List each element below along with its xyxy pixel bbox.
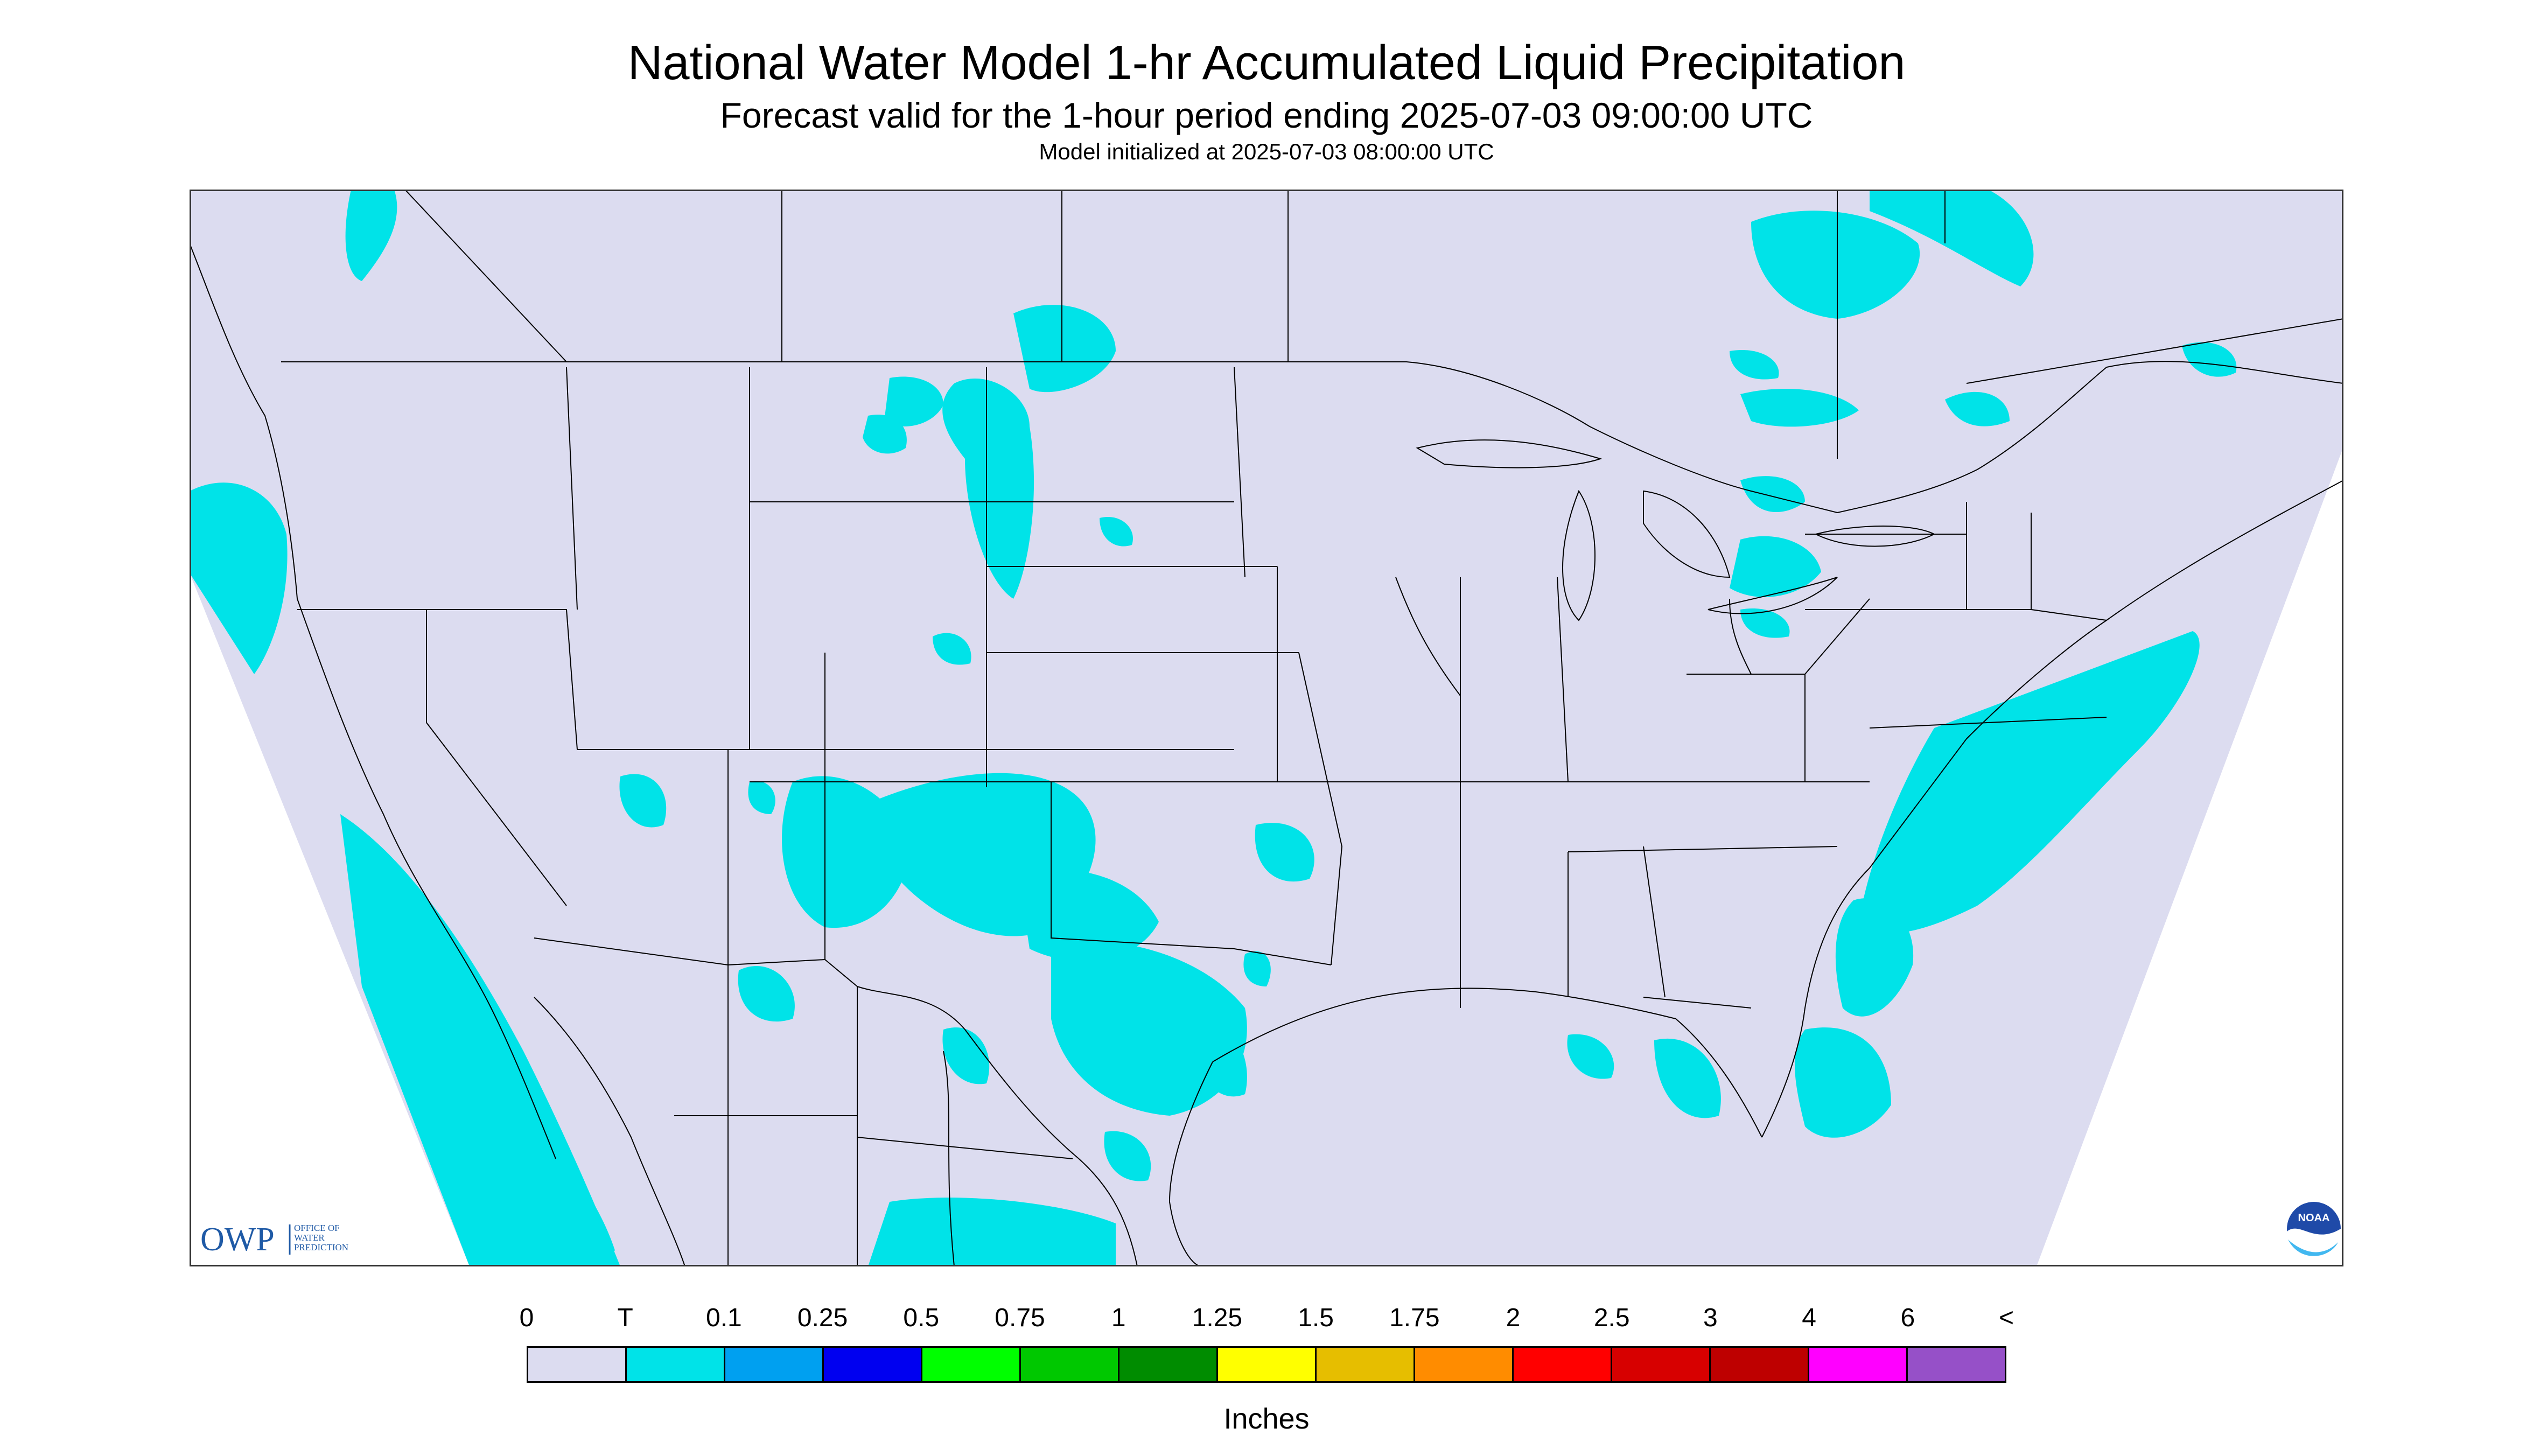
legend-tick-label: T [617, 1304, 633, 1332]
color-legend [527, 1346, 2006, 1383]
map-frame [190, 190, 2343, 1266]
legend-tick-label: 0 [519, 1304, 534, 1332]
model-init-line: Model initialized at 2025-07-03 08:00:00… [1039, 139, 1494, 164]
precipitation-map: OWP OFFICE OF WATER PREDICTION NOAA [190, 190, 2343, 1266]
legend-swatch [1021, 1348, 1119, 1381]
legend-tick-label: 0.1 [706, 1304, 742, 1332]
legend-swatch [1317, 1348, 1415, 1381]
legend-swatch [1415, 1348, 1514, 1381]
legend-tick-label: 2 [1506, 1304, 1521, 1332]
legend-swatch [1711, 1348, 1809, 1381]
owp-logo-line-3: PREDICTION [294, 1242, 348, 1252]
legend-tick-label: 1 [1111, 1304, 1126, 1332]
map-title: National Water Model 1-hr Accumulated Li… [627, 36, 1906, 90]
legend-swatch [725, 1348, 824, 1381]
legend-swatch [1908, 1348, 2005, 1381]
owp-logo-line-2: WATER [294, 1233, 325, 1243]
legend-swatch [528, 1348, 627, 1381]
political-boundaries [190, 190, 2343, 1266]
legend-swatch [1809, 1348, 1908, 1381]
legend-tick-label: 3 [1703, 1304, 1718, 1332]
legend-swatch [1612, 1348, 1711, 1381]
legend-units: Inches [1223, 1403, 1310, 1435]
legend-tick-label: 0.5 [903, 1304, 940, 1332]
owp-logo-mark: OWP [200, 1221, 275, 1258]
legend-tick-label: 0.75 [995, 1304, 1045, 1332]
precip-fields [190, 190, 2237, 1266]
noaa-logo-text: NOAA [2298, 1212, 2330, 1224]
legend-swatch [824, 1348, 922, 1381]
legend-tick-label: 4 [1802, 1304, 1816, 1332]
map-subtitle: Forecast valid for the 1-hour period end… [720, 95, 1813, 135]
legend-tick-label: 6 [1900, 1304, 1915, 1332]
owp-logo: OWP OFFICE OF WATER PREDICTION [200, 1221, 348, 1258]
legend-tick-label: 0.25 [797, 1304, 848, 1332]
legend-swatch [627, 1348, 725, 1381]
legend-swatch [922, 1348, 1021, 1381]
legend-tick-label: 2.5 [1593, 1304, 1630, 1332]
owp-logo-line-1: OFFICE OF [294, 1223, 340, 1233]
legend-swatch [1218, 1348, 1317, 1381]
legend-swatch [1514, 1348, 1612, 1381]
noaa-logo-icon: NOAA [2287, 1202, 2341, 1257]
legend-tick-label: 1.5 [1298, 1304, 1334, 1332]
legend-tick-label: < [1998, 1304, 2014, 1332]
legend-tick-label: 1.75 [1389, 1304, 1440, 1332]
legend-swatch [1119, 1348, 1218, 1381]
legend-tick-label: 1.25 [1192, 1304, 1243, 1332]
